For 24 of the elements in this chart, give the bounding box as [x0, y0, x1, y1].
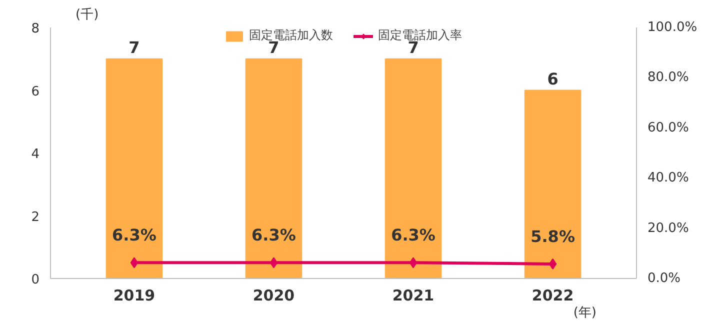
- y-tick-label: 6: [31, 84, 40, 100]
- y-tick-label: 0: [31, 272, 40, 288]
- data-label: 7: [128, 38, 140, 57]
- y2-tick-label: 20.0%: [648, 220, 689, 236]
- data-label: 6.3%: [252, 226, 296, 245]
- y2-tick-label: 40.0%: [648, 170, 689, 186]
- x-tick-label: 2022: [532, 286, 574, 304]
- y-tick-label: 4: [31, 147, 40, 162]
- y-tick-label: 8: [31, 22, 40, 36]
- y2-tick-label: 100.0%: [648, 20, 698, 35]
- data-label: 6.3%: [391, 226, 436, 245]
- data-label: 6.3%: [112, 226, 156, 245]
- x-tick-label: 2021: [392, 286, 434, 304]
- y2-tick-label: 0.0%: [648, 271, 681, 286]
- y-tick-label: 2: [31, 210, 40, 225]
- x-tick-label: 2019: [113, 286, 156, 304]
- legend-label: 固定電話加入数: [249, 27, 333, 42]
- data-label: 5.8%: [530, 226, 575, 246]
- y2-tick-label: 60.0%: [648, 120, 689, 136]
- y-axis-title: (千): [76, 8, 99, 22]
- y2-tick-label: 80.0%: [648, 70, 689, 86]
- data-label: 6: [547, 69, 558, 88]
- x-tick-label: 2020: [252, 286, 295, 304]
- x-axis-title: (年): [573, 306, 597, 320]
